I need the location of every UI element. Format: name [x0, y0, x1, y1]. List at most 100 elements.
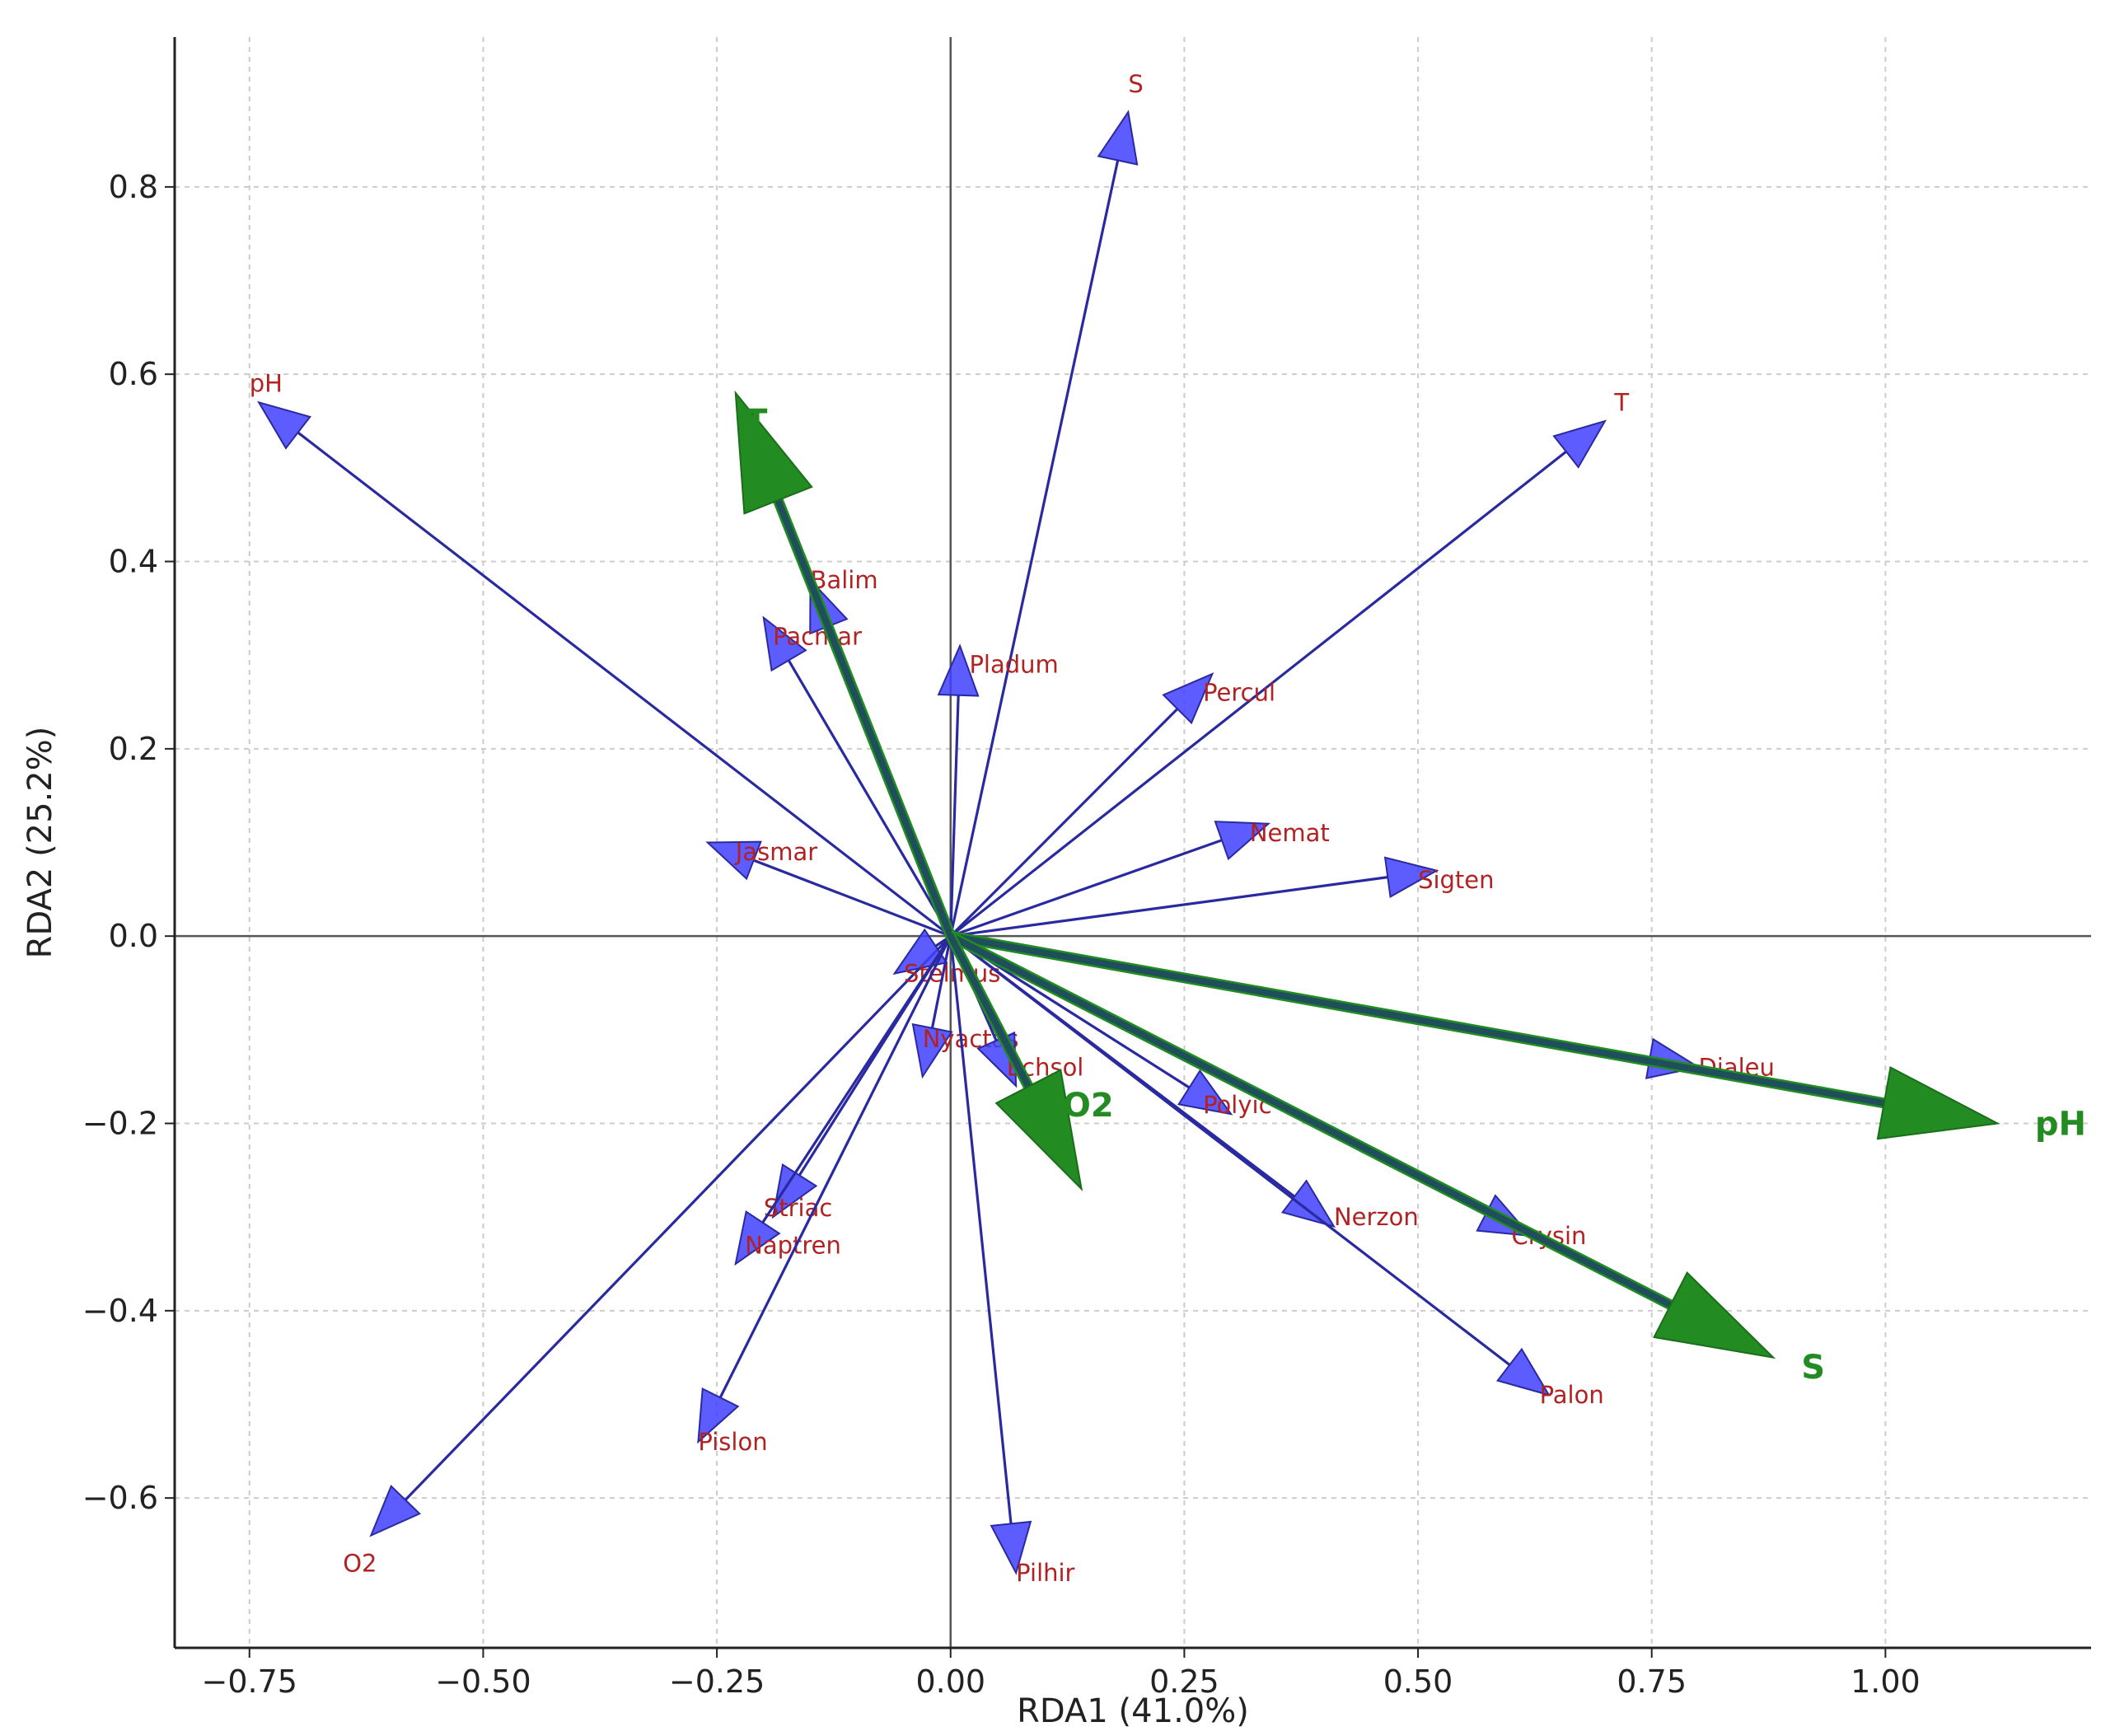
- species-arrow-naptren: Naptren: [734, 935, 952, 1266]
- species-arrow-pladum: Pladum: [937, 643, 1059, 937]
- species-arrow-head: [705, 840, 762, 881]
- species-label: T: [1613, 388, 1629, 416]
- species-arrow-shaft: [949, 160, 1120, 937]
- species-arrow-pilhir: Pilhir: [949, 935, 1075, 1587]
- species-arrow-head: [911, 1022, 953, 1079]
- y-axis-label: RDA2 (25.2%): [21, 727, 59, 959]
- env-arrow-head: [734, 390, 813, 515]
- species-label: S: [1128, 70, 1143, 98]
- species-arrow-shaft: [949, 695, 960, 937]
- environment-arrows: TpH S O2: [734, 390, 2086, 1387]
- species-label: Naptren: [745, 1231, 841, 1259]
- env-arrow-head: [994, 1068, 1083, 1192]
- y-tick-label: −0.6: [82, 1480, 158, 1516]
- y-tick-label: 0.8: [109, 169, 158, 205]
- species-arrow-nemat: Nemat: [950, 819, 1330, 938]
- x-tick-label: −0.75: [202, 1663, 297, 1700]
- species-label: Nemat: [1250, 819, 1330, 847]
- species-arrow-head: [1214, 821, 1271, 861]
- env-arrow-head: [1653, 1270, 1776, 1359]
- env-arrow-o2: O2: [945, 934, 1114, 1192]
- species-arrow-o2: O2: [343, 935, 952, 1578]
- x-tick-label: 0.75: [1617, 1663, 1687, 1700]
- env-arrow-shaft: [950, 933, 1885, 1107]
- env-arrow-shaft: [948, 934, 1032, 1088]
- env-arrow-s: S: [948, 931, 1825, 1387]
- env-label: O2: [1063, 1087, 1114, 1125]
- species-arrow-shaft: [949, 934, 1511, 1366]
- y-tick-label: 0.6: [109, 356, 158, 392]
- species-label: O2: [343, 1550, 377, 1578]
- env-arrow-ph: pH: [949, 930, 2086, 1143]
- species-arrow-head: [734, 1210, 781, 1266]
- species-arrow-ph: pH: [250, 370, 952, 938]
- species-arrow-head: [369, 1485, 421, 1537]
- species-arrow-head: [937, 643, 980, 697]
- species-arrow-jasmar: Jasmar: [705, 838, 952, 938]
- species-arrow-head: [771, 1163, 818, 1219]
- species-label: Pilhir: [1016, 1559, 1074, 1587]
- y-axis-ticks: −0.6 −0.4 −0.2 0.0 0.2 0.4 0.6 0.8: [82, 169, 175, 1516]
- species-arrow-shaft: [950, 839, 1223, 938]
- env-arrow-head: [1876, 1066, 2000, 1140]
- x-axis-label: RDA1 (41.0%): [1017, 1692, 1249, 1730]
- grid-lines: [175, 37, 2091, 1648]
- species-arrow-head: [1552, 419, 1607, 469]
- species-arrow-palon: Palon: [949, 934, 1604, 1409]
- species-label: Palon: [1540, 1381, 1604, 1409]
- species-arrow-head: [256, 400, 311, 450]
- species-arrow-shaft: [930, 935, 952, 1029]
- y-tick-label: −0.2: [82, 1105, 158, 1141]
- species-label: Pladum: [969, 651, 1058, 679]
- species-arrow-shaft: [761, 935, 952, 1224]
- x-tick-label: 0.50: [1383, 1663, 1453, 1700]
- species-arrow-shaft: [950, 876, 1388, 938]
- species-label: Percul: [1203, 679, 1275, 707]
- species-arrows: S TpH O2 Balim Pacmar Pladum Percul Jasmar Nemat…: [250, 70, 1775, 1587]
- x-tick-label: −0.25: [669, 1663, 765, 1700]
- species-arrow-pislon: Pislon: [697, 935, 952, 1456]
- species-arrow-sigten: Sigten: [950, 856, 1495, 938]
- env-label: pH: [2035, 1105, 2086, 1143]
- y-tick-label: −0.4: [82, 1293, 158, 1329]
- env-label: T: [745, 403, 768, 441]
- x-tick-label: 1.00: [1851, 1663, 1921, 1700]
- species-arrow-shaft: [949, 708, 1179, 938]
- x-tick-label: 0.25: [1149, 1663, 1219, 1700]
- species-label: Jasmar: [734, 838, 817, 866]
- env-label: S: [1801, 1349, 1825, 1387]
- species-arrow-head: [1383, 856, 1439, 898]
- species-arrow-shaft: [753, 859, 952, 938]
- species-arrow-head: [1097, 110, 1139, 166]
- species-arrow-shaft: [949, 450, 1567, 938]
- species-arrow-striac: Striac: [764, 935, 952, 1222]
- y-tick-label: 0.2: [109, 731, 158, 767]
- y-tick-label: 0.0: [109, 918, 158, 954]
- species-arrow-s: S: [949, 70, 1144, 937]
- species-arrow-shaft: [949, 935, 1013, 1524]
- species-arrow-head: [697, 1387, 740, 1444]
- species-arrow-shaft: [718, 935, 952, 1398]
- species-arrow-shaft: [787, 659, 952, 937]
- species-label: pH: [250, 370, 283, 398]
- species-arrow-head: [1177, 1069, 1233, 1116]
- species-arrow-head: [762, 615, 807, 672]
- x-tick-label: 0.00: [915, 1663, 985, 1700]
- species-arrow-head: [1162, 672, 1214, 725]
- species-arrow-shaft: [297, 431, 952, 938]
- x-tick-label: −0.50: [435, 1663, 531, 1700]
- axes-spines: [173, 37, 2091, 1649]
- env-arrow-t: T: [734, 390, 956, 938]
- y-tick-label: 0.4: [109, 544, 158, 580]
- species-arrow-pacmar: Pacmar: [762, 615, 952, 937]
- env-arrow-shaft: [948, 933, 1673, 1308]
- env-arrow-shaft: [774, 498, 954, 938]
- species-arrow-shaft: [404, 935, 952, 1501]
- species-arrow-t: T: [949, 388, 1629, 938]
- species-arrow-head: [1496, 1347, 1551, 1397]
- x-axis-ticks: −0.75 −0.50 −0.25 0.00 0.25 0.50 0.75 1.00: [202, 1648, 1921, 1700]
- species-label: Sigten: [1418, 866, 1494, 894]
- species-label: Balim: [811, 566, 878, 594]
- species-label: Pislon: [698, 1428, 767, 1456]
